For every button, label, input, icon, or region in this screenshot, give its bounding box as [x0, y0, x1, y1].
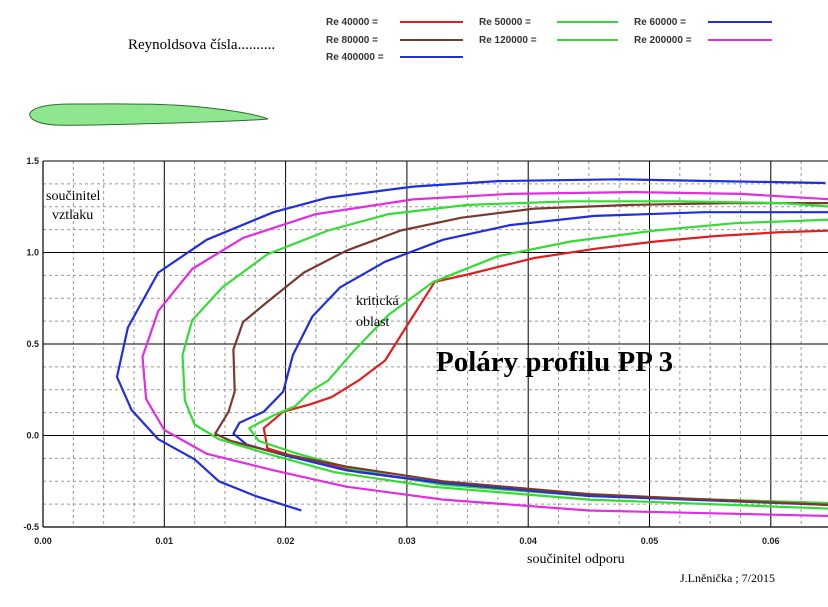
- x-axis-label: součinitel odporu: [527, 552, 625, 567]
- airfoil-profile: [29, 103, 269, 126]
- x-tick-label: 0.04: [519, 536, 537, 546]
- y-axis-label-line1: součinitel: [46, 189, 101, 204]
- y-tick-labels: -0.5 0.0 0.5 1.0 1.5: [23, 156, 39, 532]
- legend: Reynoldsova čísla.......... Re 40000 = Re…: [128, 17, 772, 63]
- y-axis-label-line2: vztlaku: [52, 208, 93, 223]
- x-tick-label: 0.00: [34, 536, 52, 546]
- chart-title: Poláry profilu PP 3: [436, 346, 673, 378]
- series-line: [181, 200, 828, 510]
- series-line: [115, 178, 826, 512]
- y-tick-label: 0.0: [26, 431, 39, 441]
- legend-items: Re 40000 = Re 50000 = Re 60000 = Re 80000 =…: [326, 17, 772, 63]
- series-line: [248, 218, 828, 505]
- axes: [42, 161, 828, 528]
- legend-label: Re 120000 =: [479, 35, 537, 46]
- x-tick-label: 0.02: [277, 536, 295, 546]
- subtitle: Reynoldsova čísla..........: [128, 37, 275, 53]
- x-tick-label: 0.03: [398, 536, 416, 546]
- credit-text: J.Lněnička ; 7/2015: [680, 571, 775, 585]
- y-tick-label: 1.0: [26, 248, 39, 258]
- annotation-line2: oblast: [356, 315, 390, 330]
- y-tick-label: 0.5: [26, 339, 39, 349]
- legend-label: Re 80000 =: [326, 35, 378, 46]
- y-tick-label: -0.5: [23, 522, 39, 532]
- series-line: [214, 202, 828, 506]
- grid: [42, 160, 828, 528]
- annotation-line1: kritická: [356, 294, 400, 309]
- series-line: [141, 191, 828, 518]
- series-lines: [115, 178, 828, 518]
- x-tick-label: 0.06: [762, 536, 780, 546]
- x-tick-label: 0.01: [156, 536, 174, 546]
- x-tick-label: 0.05: [641, 536, 659, 546]
- y-tick-label: 1.5: [26, 156, 39, 166]
- legend-label: Re 40000 =: [326, 17, 378, 28]
- legend-label: Re 400000 =: [326, 52, 384, 63]
- series-line: [232, 211, 828, 506]
- legend-label: Re 60000 =: [634, 17, 686, 28]
- legend-label: Re 50000 =: [479, 17, 531, 28]
- legend-label: Re 200000 =: [634, 35, 692, 46]
- x-tick-labels: 0.00 0.01 0.02 0.03 0.04 0.05 0.06: [34, 536, 779, 546]
